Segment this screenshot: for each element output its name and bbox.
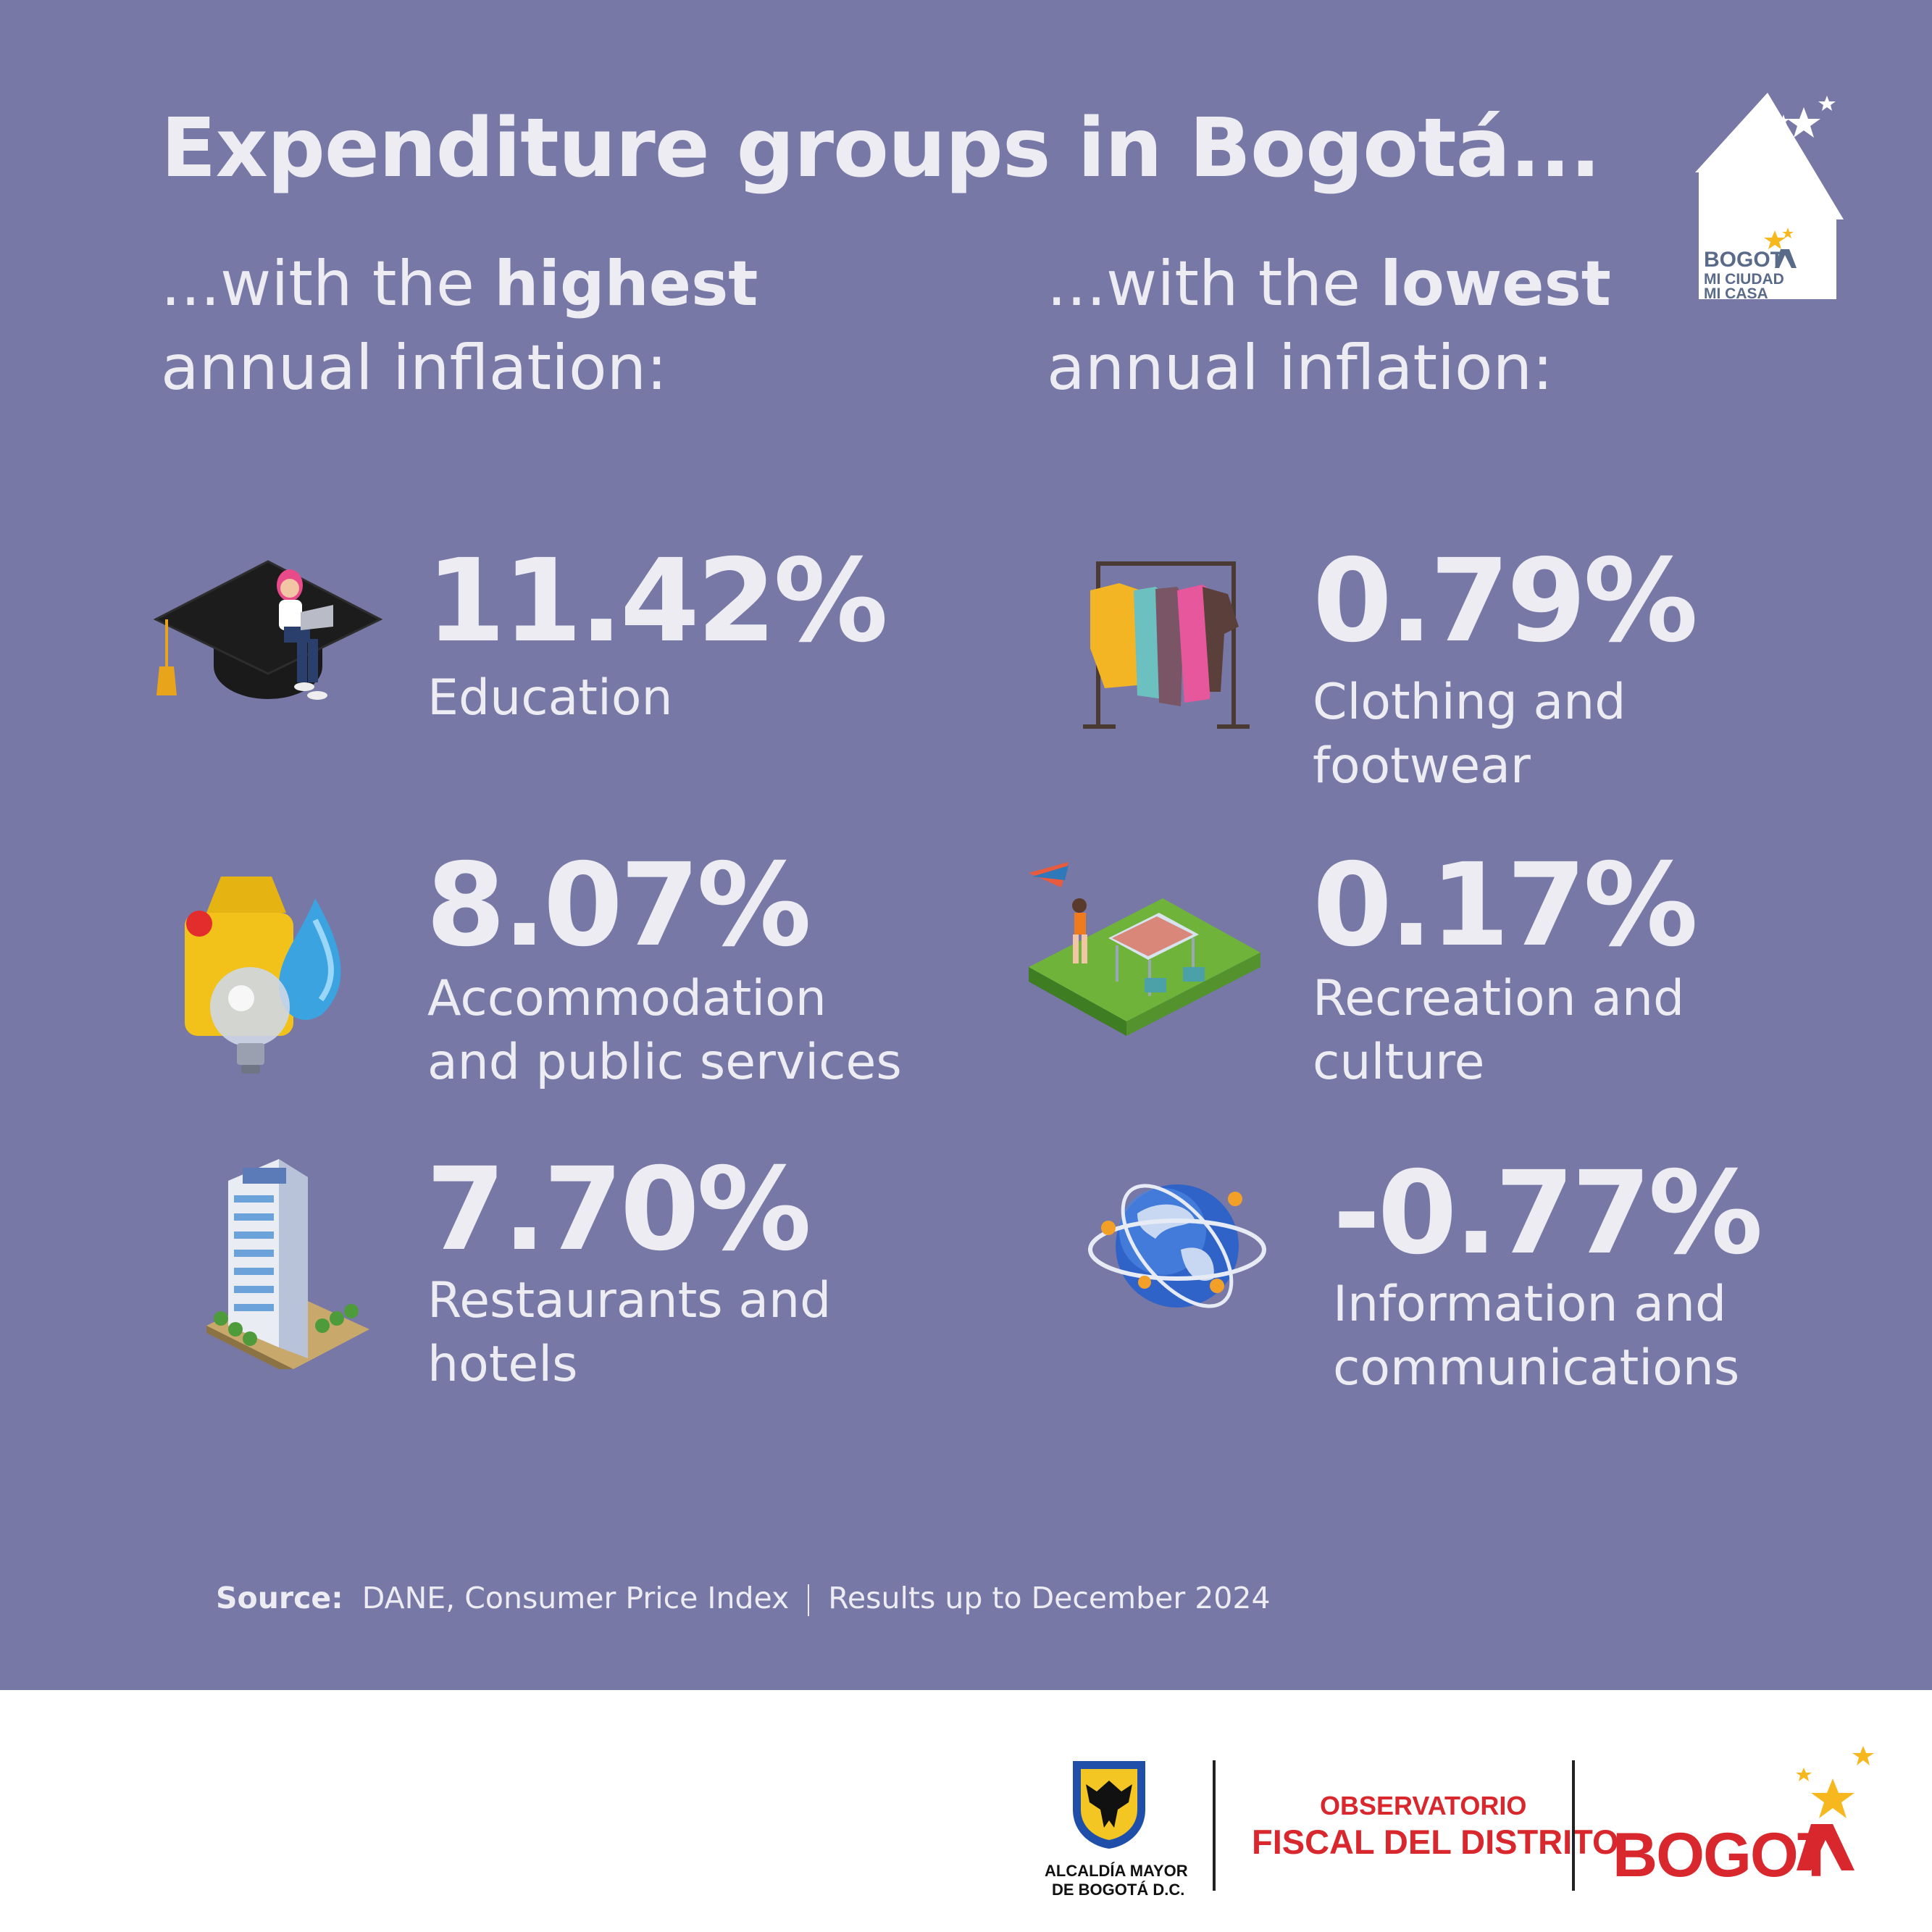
clothes-rack-icon (1083, 561, 1250, 729)
information-label-line2: communications (1333, 1339, 1740, 1397)
bogota-stars-icon (1796, 1746, 1874, 1818)
observatorio-line2: FISCAL DEL DISTRITO (1252, 1823, 1619, 1861)
source-text: DANE, Consumer Price Index (361, 1581, 790, 1615)
source-divider (808, 1584, 810, 1616)
recreation-label-line2: culture (1313, 1034, 1485, 1091)
recreation-label-line1: Recreation and (1313, 970, 1685, 1027)
left-heading-prefix: ...with the (161, 248, 495, 320)
bogota-logo-mark (1796, 1746, 1874, 1870)
coat-of-arms-icon (1073, 1761, 1145, 1849)
observatorio-line1: OBSERVATORIO (1320, 1791, 1527, 1820)
footer-divider-2 (1572, 1760, 1575, 1891)
accommodation-label-line1: Accommodation (427, 970, 827, 1027)
logo-line2: MI CIUDAD (1704, 271, 1784, 288)
utilities-icon (185, 877, 341, 1074)
logo-line3: MI CASA (1704, 285, 1768, 302)
bogota-house-logo: BOGOT MI CIUDAD MI CASA (1695, 93, 1844, 302)
education-label: Education (427, 669, 673, 727)
logo-lambda-mark (1775, 249, 1797, 268)
left-heading-emphasis: highest (494, 248, 758, 320)
accommodation-label-line2: and public services (427, 1034, 902, 1091)
information-label-line1: Information and (1333, 1276, 1727, 1333)
page-title: Expenditure groups in Bogotá... (161, 101, 1601, 196)
logo-line1: BOGOT (1704, 248, 1783, 272)
left-column-heading: ...with the highest annual inflation: (161, 242, 758, 410)
restaurants-value: 7.70% (426, 1143, 811, 1276)
source-note: Source: DANE, Consumer Price Index Result… (216, 1581, 1271, 1616)
clothing-value: 0.79% (1313, 535, 1698, 668)
source-label: Source: (216, 1581, 343, 1615)
alcaldia-line2: DE BOGOTÁ D.C. (1052, 1881, 1185, 1899)
logo-small-stars-icon (1764, 227, 1794, 249)
left-heading-line2: annual inflation: (161, 332, 668, 404)
hotel-building-icon (206, 1159, 369, 1369)
right-heading-emphasis: lowest (1380, 248, 1611, 320)
alcaldia-line1: ALCALDÍA MAYOR (1045, 1862, 1188, 1880)
recreation-value: 0.17% (1313, 839, 1698, 972)
graduation-cap-icon (153, 560, 383, 700)
right-heading-line2: annual inflation: (1047, 332, 1554, 404)
accommodation-value: 8.07% (426, 839, 811, 972)
source-results-note: Results up to December 2024 (828, 1581, 1271, 1615)
restaurants-label-line1: Restaurants and (427, 1272, 832, 1329)
bogota-wordmark: BOGOT (1613, 1820, 1835, 1890)
park-picnic-icon (1029, 862, 1260, 1036)
globe-network-icon (1088, 1184, 1266, 1308)
right-column-heading: ...with the lowest annual inflation: (1047, 242, 1611, 410)
information-value: -0.77% (1333, 1147, 1763, 1280)
education-value: 11.42% (426, 535, 888, 668)
clothing-label-line1: Clothing and (1313, 674, 1626, 731)
clothing-label-line2: footwear (1313, 737, 1531, 795)
restaurants-label-line2: hotels (427, 1336, 578, 1393)
footer-divider-1 (1213, 1760, 1216, 1891)
stars-icon (1778, 96, 1836, 138)
right-heading-prefix: ...with the (1047, 248, 1381, 320)
house-shape (1695, 93, 1844, 299)
infographic-panel (0, 0, 1932, 1690)
